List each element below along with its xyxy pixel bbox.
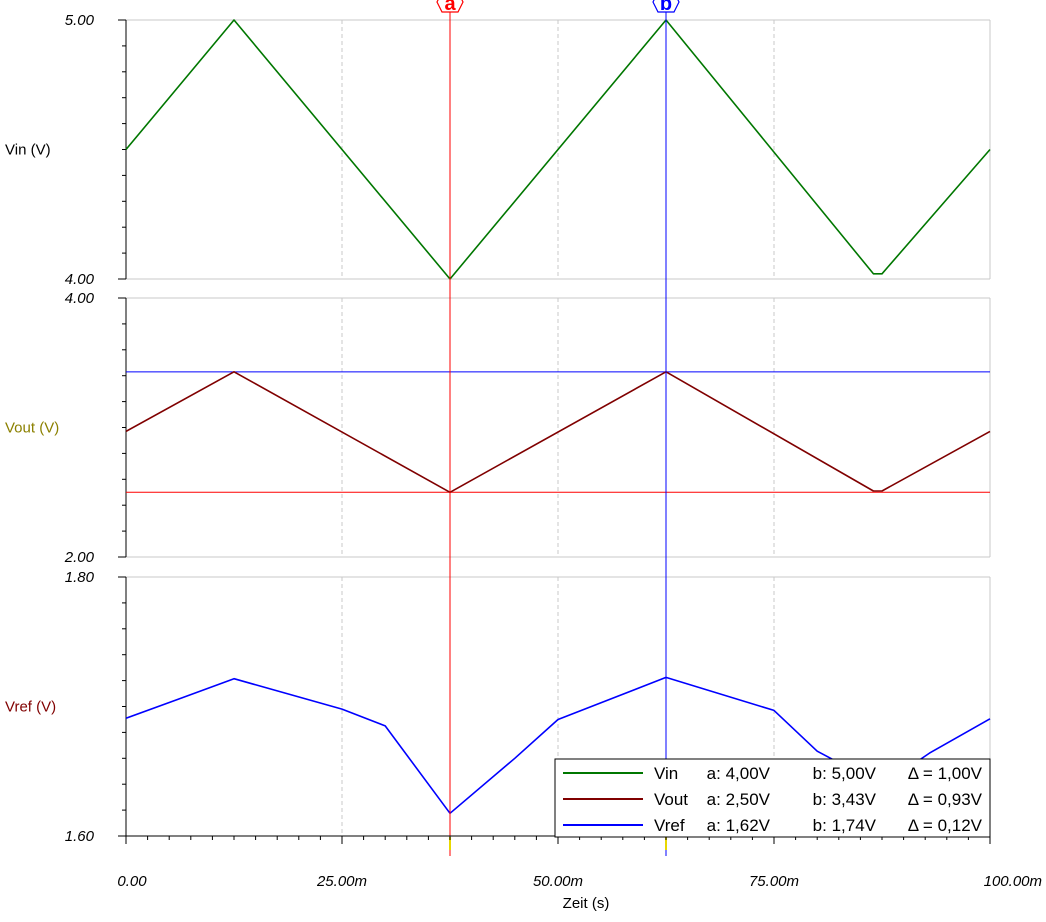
cursor-label-a: a bbox=[444, 0, 456, 15]
panel-vout: 2.00 4.00 Vout (V) bbox=[5, 290, 991, 566]
cursor-tag-b bbox=[652, 0, 680, 13]
x-axis: 0.00 25.00m 50.00m 75.00m 100.00m Zeit (s) bbox=[117, 835, 1042, 912]
y-tick-label-max: 1.80 bbox=[65, 569, 95, 586]
y-tick-label-min: 2.00 bbox=[64, 549, 95, 566]
legend-a-value: a: 1,62V bbox=[707, 816, 771, 835]
legend-row-vref: Vref a: 1,62V b: 1,74V Δ = 0,12V bbox=[563, 816, 983, 835]
legend-b-value: b: 5,00V bbox=[813, 764, 877, 783]
x-tick-label: 75.00m bbox=[749, 873, 799, 890]
y-tick-label-min: 4.00 bbox=[65, 271, 95, 288]
cursor-tag-a bbox=[436, 0, 464, 13]
legend-name: Vout bbox=[654, 790, 688, 809]
x-axis-label: Zeit (s) bbox=[563, 895, 610, 912]
x-tick-label: 25.00m bbox=[316, 873, 367, 890]
legend-b-value: b: 3,43V bbox=[813, 790, 877, 809]
y-tick-label-min: 1.60 bbox=[65, 828, 95, 845]
legend-a-value: a: 4,00V bbox=[707, 764, 771, 783]
y-tick-label-max: 4.00 bbox=[65, 290, 95, 307]
x-tick-label: 0.00 bbox=[117, 873, 147, 890]
legend-delta-value: Δ = 1,00V bbox=[908, 764, 983, 783]
legend-delta-value: Δ = 0,12V bbox=[908, 816, 983, 835]
legend-name: Vref bbox=[654, 816, 685, 835]
y-axis-label-vin: Vin (V) bbox=[5, 142, 51, 159]
legend-row-vout: Vout a: 2,50V b: 3,43V Δ = 0,93V bbox=[563, 790, 983, 809]
y-axis-label-vref: Vref (V) bbox=[5, 699, 56, 716]
legend-delta-value: Δ = 0,93V bbox=[908, 790, 983, 809]
legend-name: Vin bbox=[654, 764, 678, 783]
plot-panels: 4.00 5.00 Vin (V) 2.00 4.00 Vout (V) 1.60 1.80 V… bbox=[5, 12, 991, 845]
legend-row-vin: Vin a: 4,00V b: 5,00V Δ = 1,00V bbox=[563, 764, 983, 783]
legend-b-value: b: 1,74V bbox=[813, 816, 877, 835]
y-axis-label-vout: Vout (V) bbox=[5, 420, 59, 437]
x-tick-label: 100.00m bbox=[984, 873, 1042, 890]
panel-vin: 4.00 5.00 Vin (V) bbox=[5, 12, 991, 288]
x-tick-label: 50.00m bbox=[533, 873, 583, 890]
legend-a-value: a: 2,50V bbox=[707, 790, 771, 809]
legend: Vin a: 4,00V b: 5,00V Δ = 1,00V Vout a: 2,50V… bbox=[554, 758, 991, 838]
cursor-label-b: b bbox=[660, 0, 672, 15]
y-tick-label-max: 5.00 bbox=[65, 12, 95, 29]
